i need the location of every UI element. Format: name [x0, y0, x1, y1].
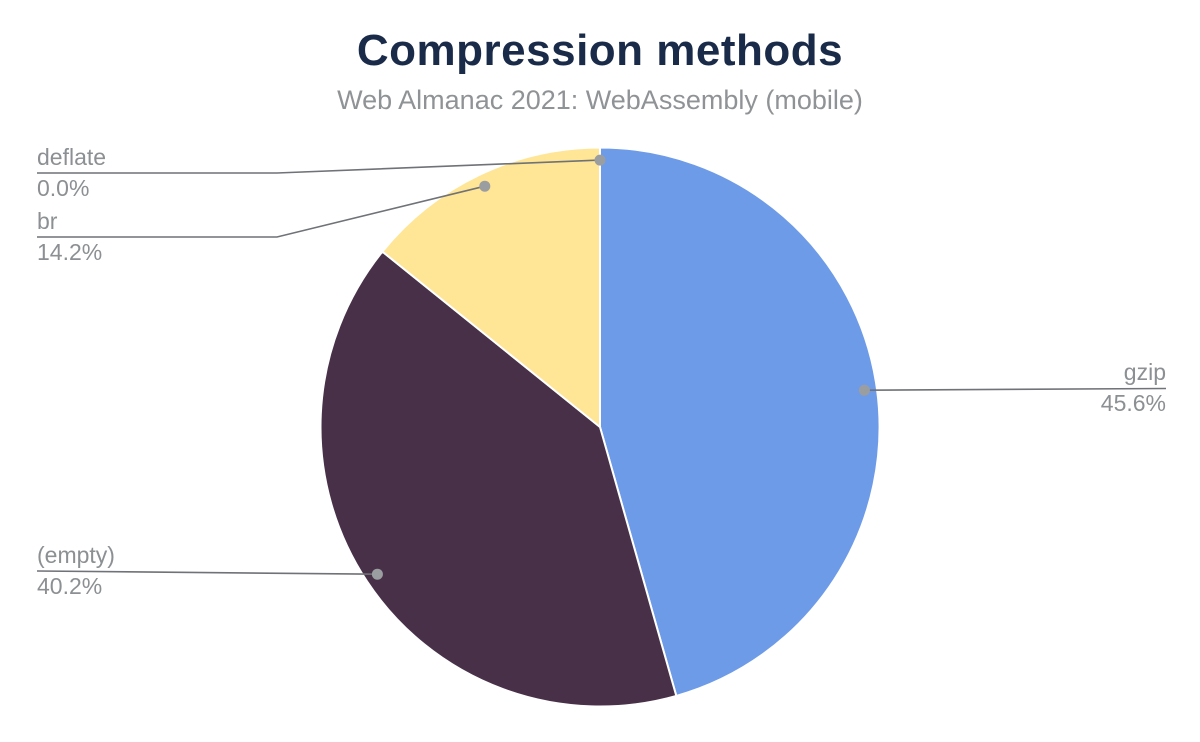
chart-subtitle: Web Almanac 2021: WebAssembly (mobile) — [337, 85, 863, 115]
anchor-dot-empty — [371, 568, 383, 580]
anchor-dot-deflate — [594, 154, 606, 166]
anchor-dot-br — [479, 180, 491, 192]
callout-gzip: gzip 45.6% — [863, 357, 1166, 419]
pie-slice-br[interactable] — [380, 146, 601, 430]
slice-label-br: br — [37, 208, 58, 234]
leader-line-empty — [36, 570, 378, 575]
leader-line-br — [37, 185, 485, 238]
leader-line-gzip — [864, 387, 1167, 391]
leader-line-deflate — [37, 159, 601, 174]
pie-slice-empty[interactable] — [319, 250, 678, 708]
callout-empty: (empty) 40.2% — [37, 540, 372, 602]
slice-label-deflate: deflate — [37, 144, 107, 170]
pie-slice-gzip[interactable] — [599, 146, 881, 698]
slice-label-empty: (empty) — [37, 542, 115, 568]
slice-value-deflate: 0.0% — [37, 175, 90, 201]
slice-value-gzip: 45.6% — [1100, 390, 1166, 416]
callout-deflate: deflate 0.0% — [37, 142, 277, 204]
slice-value-br: 14.2% — [37, 239, 103, 265]
chart-title: Compression methods — [356, 26, 844, 75]
anchor-dot-gzip — [858, 384, 870, 396]
callout-br: br 14.2% — [37, 206, 277, 268]
slice-label-gzip: gzip — [1123, 359, 1166, 385]
slice-value-empty: 40.2% — [37, 573, 103, 599]
